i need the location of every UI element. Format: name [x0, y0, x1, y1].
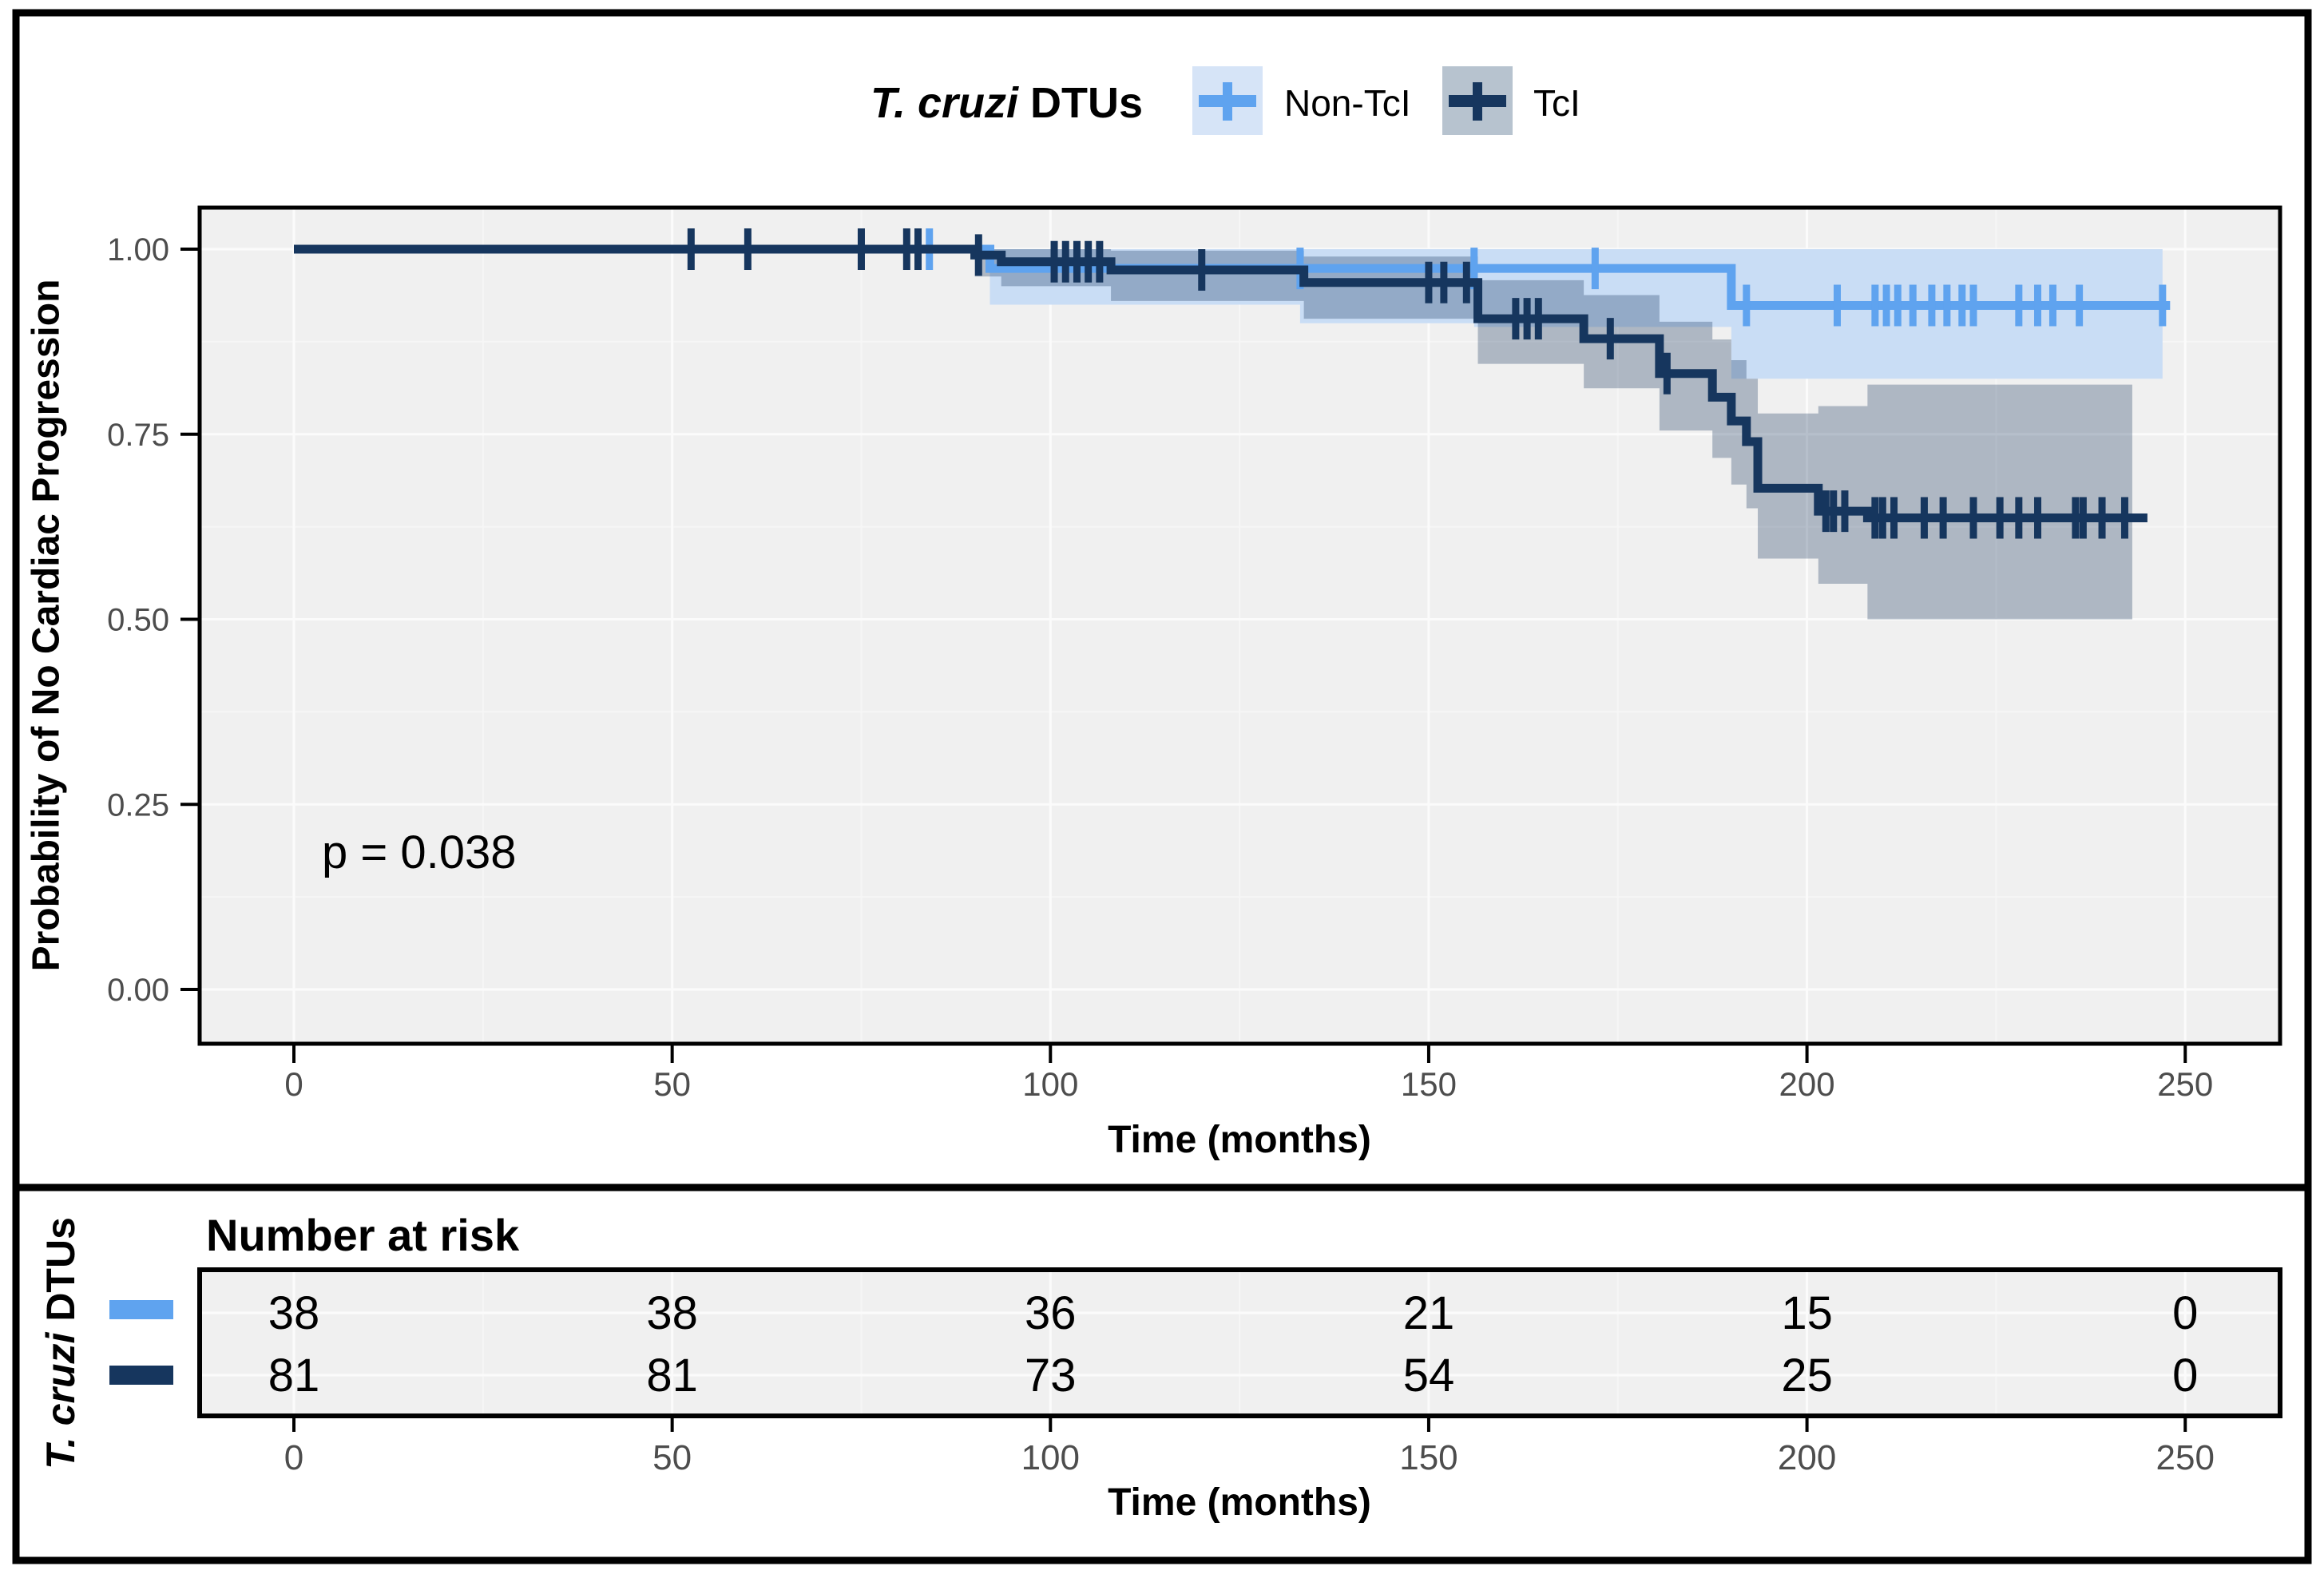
y-tick-label: 1.00 [107, 232, 169, 268]
risk-table-header: Number at risk [206, 1210, 520, 1260]
risk-swatch-tci [109, 1366, 173, 1385]
legend-label-tci: TcI [1533, 82, 1580, 124]
censor-plus-icon [1473, 82, 1482, 121]
plot-panel-border [197, 205, 2282, 1046]
risk-count: 36 [1025, 1287, 1077, 1339]
x-tick-label: 100 [1022, 1065, 1078, 1103]
risk-count: 81 [646, 1350, 698, 1402]
x-tick-label: 150 [1401, 1065, 1457, 1103]
risk-count: 38 [268, 1287, 320, 1339]
x-axis-title: Time (months) [1108, 1119, 1371, 1161]
x-tick-label: 50 [653, 1065, 691, 1103]
risk-tick-label: 50 [652, 1438, 692, 1477]
p-value-annotation: p = 0.038 [322, 827, 517, 878]
y-tick-label: 0.75 [107, 418, 169, 453]
risk-tick-label: 0 [284, 1438, 303, 1477]
risk-count: 38 [646, 1287, 698, 1339]
risk-tick-label: 250 [2156, 1438, 2215, 1477]
risk-count: 15 [1781, 1287, 1833, 1339]
y-tick-label: 0.25 [107, 787, 169, 823]
risk-count: 21 [1403, 1287, 1455, 1339]
risk-count: 0 [2172, 1287, 2198, 1339]
risk-tick-label: 200 [1778, 1438, 1836, 1477]
ci-ribbon-non-tci [989, 249, 2163, 379]
censor-plus-icon [1223, 82, 1232, 121]
figure-border [12, 9, 2312, 1564]
risk-count: 73 [1025, 1350, 1077, 1402]
risk-count: 81 [268, 1350, 320, 1402]
y-tick-label: 0.50 [107, 603, 169, 638]
x-tick-label: 250 [2157, 1065, 2213, 1103]
legend-title: T. cruzi DTUs [871, 78, 1143, 128]
x-tick-label: 200 [1779, 1065, 1835, 1103]
risk-count: 0 [2172, 1350, 2198, 1402]
risk-table-border [197, 1267, 2282, 1418]
risk-tick-label: 150 [1399, 1438, 1457, 1477]
risk-count: 54 [1403, 1350, 1455, 1402]
legend-label-non-tci: Non-TcI [1284, 82, 1411, 124]
x-tick-label: 0 [284, 1065, 303, 1103]
legend-key-tci [1442, 66, 1513, 135]
risk-x-axis-title: Time (months) [1108, 1481, 1371, 1524]
legend-title-italic: T. cruzi [871, 79, 1019, 127]
risk-swatch-non-tci [109, 1300, 173, 1319]
y-tick-label: 0.00 [107, 973, 169, 1008]
risk-tick-label: 100 [1021, 1438, 1080, 1477]
legend-key-non-tci [1192, 66, 1263, 135]
legend-title-rest: DTUs [1018, 79, 1144, 127]
risk-count: 25 [1781, 1350, 1833, 1402]
